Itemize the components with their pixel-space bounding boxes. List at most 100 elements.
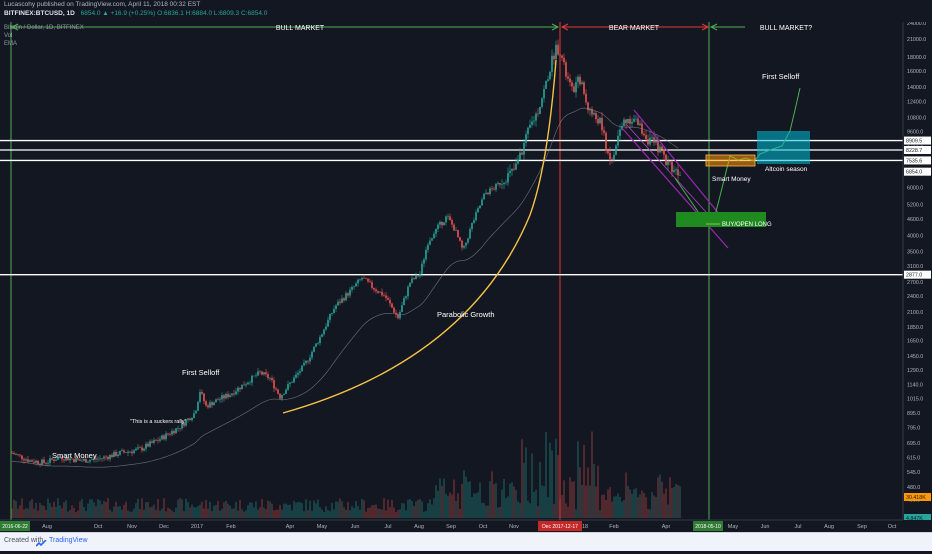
volume-bar [357, 506, 359, 518]
volume-bar [163, 498, 165, 518]
candle-body [541, 98, 543, 107]
volume-bar [411, 500, 413, 518]
candle-body [327, 319, 329, 327]
x-tick-label: Jul [384, 524, 391, 530]
candle-body [491, 188, 493, 190]
volume-bar [39, 502, 41, 518]
y-tick-label: 545.0 [907, 470, 920, 476]
volume-bar [343, 507, 345, 518]
volume-bar [345, 509, 347, 518]
volume-bar [349, 510, 351, 518]
symbol-name[interactable]: BITFINEX:BTCUSD, 1D [4, 10, 75, 17]
candle-body [581, 82, 583, 85]
volume-bar [449, 492, 451, 518]
x-highlight-label: 2018-05-10 [695, 524, 721, 530]
candle-body [423, 259, 425, 264]
candle-body [469, 229, 471, 239]
candle-body [571, 82, 573, 87]
candle-body [303, 362, 305, 366]
candle-body [637, 118, 639, 126]
candle-body [457, 230, 459, 238]
volume-bar [375, 504, 377, 518]
volume-bar [261, 499, 263, 518]
y-tick-label: 6000.0 [907, 185, 923, 191]
volume-bar [279, 505, 281, 518]
channel-upper [633, 109, 721, 216]
x-tick-label: Aug [824, 524, 834, 530]
candle-body [565, 62, 567, 77]
legend-ema[interactable]: EMA [4, 41, 18, 47]
volume-bar [511, 482, 513, 518]
x-tick-label: Aug [42, 524, 52, 530]
candle-body [151, 441, 153, 443]
candle-body [289, 382, 291, 385]
volume-bar [13, 499, 15, 518]
y-tick-label: 795.0 [907, 425, 920, 431]
candle-body [455, 230, 457, 231]
volume-bar [507, 496, 509, 518]
legend-vol[interactable]: Vol [4, 33, 13, 39]
volume-bar [433, 498, 435, 518]
volume-bar [509, 483, 511, 518]
candle-body [53, 459, 55, 461]
chart-header: Lucascohy published on TradingView.com, … [0, 0, 932, 22]
y-tick-label: 4600.0 [907, 217, 923, 223]
volume-bar [653, 495, 655, 518]
candle-body [633, 118, 635, 122]
candle-body [305, 360, 307, 363]
price-label: 6854.0 [906, 170, 922, 176]
x-tick-label: Apr [286, 524, 295, 530]
candle-body [669, 160, 671, 162]
price-axis: 24000.0 21000.0 18000.0 16000.0 14000.0 12400… [902, 21, 932, 522]
volume-bar [291, 510, 293, 518]
candle-body [679, 175, 681, 176]
volume-bar [421, 501, 423, 518]
candle-body [125, 452, 127, 453]
volume-bar [195, 507, 197, 518]
candle-body [117, 454, 119, 457]
y-tick-label: 2700.0 [907, 280, 923, 286]
candle-body [511, 168, 513, 171]
volume-bar [617, 493, 619, 518]
volume-bar [485, 505, 487, 518]
volume-bar [15, 501, 17, 518]
volume-bar [603, 494, 605, 518]
volume-bar [565, 503, 567, 518]
candle-body [589, 109, 591, 111]
tradingview-brand[interactable]: TradingView [49, 537, 88, 544]
candle-body [107, 456, 109, 460]
candle-body [297, 372, 299, 375]
volume-bar [17, 508, 19, 518]
candle-body [261, 371, 263, 375]
candle-body [61, 457, 63, 460]
candle-body [611, 158, 613, 160]
candle-body [503, 182, 505, 185]
volume-bar [73, 507, 75, 518]
candle-body [557, 44, 559, 55]
volume-bar [337, 501, 339, 518]
parabolic-growth-label: Parabolic Growth [437, 310, 495, 319]
volume-bar [63, 502, 65, 518]
volume-bar [85, 511, 87, 518]
volume-bar [191, 504, 193, 518]
candle-body [21, 455, 23, 460]
candle-body [597, 119, 599, 124]
candle-body [497, 183, 499, 184]
candle-body [499, 183, 501, 185]
volume-bar [365, 511, 367, 518]
volume-bar [589, 485, 591, 518]
bull-market-label: BULL MARKET [276, 25, 325, 32]
candle-body [361, 277, 363, 280]
volume-bar [255, 501, 257, 518]
volume-bar [441, 485, 443, 518]
candle-body [553, 55, 555, 60]
volume-bar [277, 509, 279, 518]
candle-body [375, 289, 377, 292]
candle-body [593, 113, 595, 115]
volume-bar [33, 508, 35, 518]
candle-body [73, 459, 75, 463]
tradingview-logo-icon[interactable] [35, 536, 47, 547]
legend-title[interactable]: Bitcoin / Dollar, 1D, BITFINEX [4, 25, 84, 31]
volume-bar [265, 509, 267, 518]
